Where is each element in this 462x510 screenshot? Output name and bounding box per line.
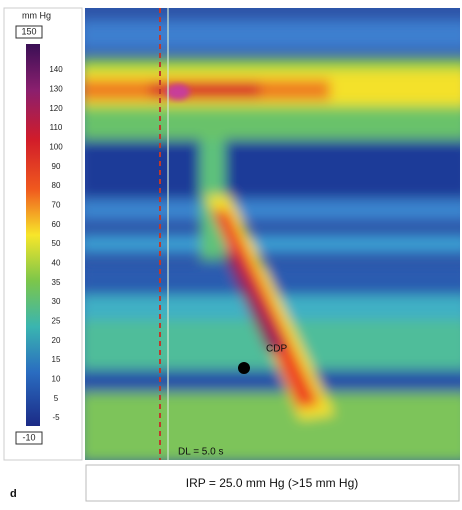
colorbar-tick-label: 60 bbox=[52, 220, 61, 229]
colorbar-max: 150 bbox=[21, 26, 36, 36]
colorbar-tick-label: -5 bbox=[52, 413, 60, 422]
colorbar-tick-label: 30 bbox=[52, 297, 61, 306]
colorbar-panel bbox=[3, 7, 83, 461]
pressure-topography bbox=[85, 8, 460, 460]
colorbar-tick-label: 10 bbox=[52, 374, 61, 383]
colorbar-tick-label: 110 bbox=[50, 123, 63, 132]
colorbar-unit: mm Hg bbox=[22, 10, 51, 20]
colorbar-tick-label: 140 bbox=[49, 65, 63, 74]
colorbar-tick-label: 120 bbox=[49, 104, 63, 113]
colorbar-tick-label: 100 bbox=[49, 142, 63, 151]
irp-label: IRP = 25.0 mm Hg (>15 mm Hg) bbox=[186, 476, 359, 490]
colorbar-min-box bbox=[15, 431, 43, 445]
colorbar-tick-label: 90 bbox=[52, 162, 61, 171]
colorbar bbox=[26, 44, 40, 426]
colorbar-tick-label: 130 bbox=[49, 84, 63, 93]
colorbar-tick-label: 35 bbox=[52, 278, 61, 287]
colorbar-tick-label: 5 bbox=[54, 394, 59, 403]
cdp-marker bbox=[238, 362, 250, 374]
colorbar-tick-label: 40 bbox=[52, 258, 61, 267]
colorbar-tick-label: 15 bbox=[52, 355, 61, 364]
colorbar-tick-label: 70 bbox=[52, 200, 61, 209]
colorbar-tick-label: 50 bbox=[52, 239, 61, 248]
colorbar-min: -10 bbox=[22, 432, 35, 442]
colorbar-tick-label: 20 bbox=[52, 336, 61, 345]
dl-label: DL = 5.0 s bbox=[178, 447, 224, 458]
colorbar-max-box bbox=[15, 25, 43, 39]
colorbar-tick-label: 80 bbox=[52, 181, 61, 190]
colorbar-tick-label: 25 bbox=[52, 316, 61, 325]
panel-label: d bbox=[10, 488, 17, 500]
footer-box bbox=[85, 464, 460, 502]
cdp-label: CDP bbox=[266, 344, 287, 355]
